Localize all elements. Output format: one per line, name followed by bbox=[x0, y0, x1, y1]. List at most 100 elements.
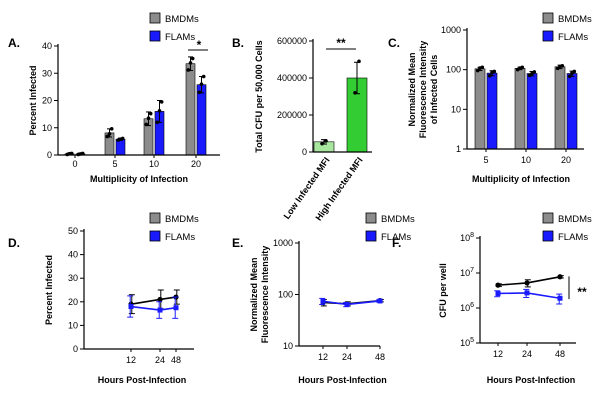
marker-flams bbox=[157, 307, 163, 313]
data-point bbox=[324, 139, 328, 143]
legend-label-bmdms: BMDMs bbox=[165, 14, 199, 25]
marker-bmdms bbox=[157, 296, 163, 303]
x-tick-label: 10 bbox=[149, 159, 159, 169]
bar-flams-moi-5 bbox=[486, 72, 498, 150]
panel-label-d: D. bbox=[8, 236, 20, 250]
x-tick-label: 24 bbox=[155, 355, 165, 365]
y-tick-label: 10 bbox=[68, 320, 78, 330]
marker-flams bbox=[377, 298, 383, 304]
marker-flams bbox=[320, 298, 326, 304]
data-point bbox=[475, 68, 480, 73]
legend-label-bmdms: BMDMs bbox=[558, 214, 592, 225]
x-tick-label: 48 bbox=[375, 352, 385, 362]
y-tick-label: 0 bbox=[47, 150, 52, 160]
data-point bbox=[320, 141, 324, 146]
marker-flams bbox=[495, 290, 501, 296]
x-tick-label: 5 bbox=[483, 155, 488, 165]
legend-swatch-flams bbox=[542, 230, 554, 242]
y-axis-title: Total CFU per 50,000 Cells bbox=[254, 40, 264, 152]
y-tick-label: 1000 bbox=[273, 238, 293, 248]
legend-swatch-flams bbox=[149, 30, 161, 42]
x-axis-title: Hours Post-Infection bbox=[98, 375, 187, 385]
legend-label-flams: FLAMs bbox=[165, 32, 195, 43]
x-tick-label: 0 bbox=[72, 159, 77, 169]
y-tick-label: 20 bbox=[42, 96, 52, 106]
y-tick-label: 20 bbox=[68, 297, 78, 307]
panel-label-a: A. bbox=[8, 36, 20, 50]
x-tick-label: 48 bbox=[171, 355, 181, 365]
significance-star: * bbox=[197, 38, 202, 52]
bar-flams-moi-20 bbox=[196, 84, 207, 156]
significance-stars: ** bbox=[577, 285, 587, 299]
x-tick-label: 5 bbox=[112, 159, 117, 169]
y-tick-label: 100 bbox=[278, 290, 293, 300]
legend-swatch-flams bbox=[542, 30, 554, 42]
x-tick-label: 10 bbox=[521, 155, 531, 165]
legend-swatch-bmdms bbox=[542, 212, 554, 224]
data-point bbox=[148, 111, 153, 116]
data-point bbox=[560, 64, 565, 68]
y-tick-label: 0 bbox=[302, 147, 307, 157]
data-point bbox=[105, 134, 110, 139]
panel-label-f: F. bbox=[392, 236, 401, 250]
legend-swatch-bmdms bbox=[149, 12, 161, 24]
data-point bbox=[69, 151, 74, 156]
x-tick-label: 24 bbox=[342, 352, 352, 362]
y-tick-base: 10 bbox=[460, 303, 470, 313]
y-tick-label: 1 bbox=[456, 144, 461, 154]
legend-label-bmdms: BMDMs bbox=[381, 214, 415, 225]
y-tick-label: 106 bbox=[460, 302, 474, 313]
data-point bbox=[492, 69, 497, 74]
marker-flams bbox=[173, 305, 179, 311]
y-tick-label: 10 bbox=[42, 123, 52, 133]
legend-label-bmdms: BMDMs bbox=[165, 214, 199, 225]
y-tick-label: 40 bbox=[68, 250, 78, 260]
legend-swatch-bmdms bbox=[542, 12, 554, 24]
bar-bmdms-moi-5 bbox=[474, 68, 486, 150]
legend-swatch-bmdms bbox=[365, 212, 377, 224]
marker-bmdms bbox=[524, 280, 530, 286]
legend-swatch-bmdms bbox=[149, 212, 161, 224]
y-tick-base: 10 bbox=[460, 233, 470, 243]
data-point bbox=[80, 151, 85, 156]
marker-flams bbox=[557, 295, 563, 301]
x-axis-title: Multiplicity of Infection bbox=[472, 174, 570, 184]
significance-stars: ** bbox=[336, 36, 346, 50]
data-point bbox=[480, 65, 485, 70]
y-tick-exponent: 7 bbox=[470, 267, 474, 274]
data-point bbox=[120, 136, 125, 141]
x-axis-title: Multiplicity of Infection bbox=[90, 174, 188, 184]
y-tick-exponent: 6 bbox=[470, 302, 474, 309]
data-point bbox=[197, 90, 202, 95]
panel-label-c: C. bbox=[388, 36, 400, 50]
x-tick-label: 20 bbox=[561, 155, 571, 165]
y-tick-label: 40 bbox=[42, 41, 52, 51]
x-tick-label: 24 bbox=[522, 349, 532, 359]
y-tick-label: 10 bbox=[451, 104, 461, 114]
data-point bbox=[520, 65, 525, 70]
legend-label-flams: FLAMs bbox=[558, 32, 588, 43]
x-tick-label: 12 bbox=[126, 355, 136, 365]
legend-label-flams: FLAMs bbox=[558, 232, 588, 243]
y-tick-label: 200000 bbox=[277, 110, 307, 120]
y-tick-exponent: 8 bbox=[470, 232, 474, 239]
data-point bbox=[201, 74, 206, 79]
y-axis-title-line: Normalized Mean bbox=[407, 52, 417, 126]
data-point bbox=[199, 82, 204, 86]
y-axis-title-line: of Infected Cells bbox=[429, 55, 439, 125]
y-tick-label: 107 bbox=[460, 267, 474, 278]
y-tick-exponent: 5 bbox=[470, 337, 474, 344]
panel-label-b: B. bbox=[232, 36, 244, 50]
y-tick-label: 1000 bbox=[441, 25, 461, 35]
y-tick-label: 600000 bbox=[277, 36, 307, 46]
marker-flams bbox=[128, 304, 134, 310]
legend-swatch-flams bbox=[365, 230, 377, 242]
x-axis-title: Hours Post-Infection bbox=[298, 375, 387, 385]
y-tick-base: 10 bbox=[460, 268, 470, 278]
series-line-bmdms bbox=[130, 296, 177, 305]
marker-flams bbox=[344, 301, 350, 307]
data-point bbox=[144, 122, 149, 127]
legend-swatch-flams bbox=[149, 230, 161, 242]
data-point bbox=[146, 116, 151, 121]
marker-bmdms bbox=[495, 282, 501, 288]
